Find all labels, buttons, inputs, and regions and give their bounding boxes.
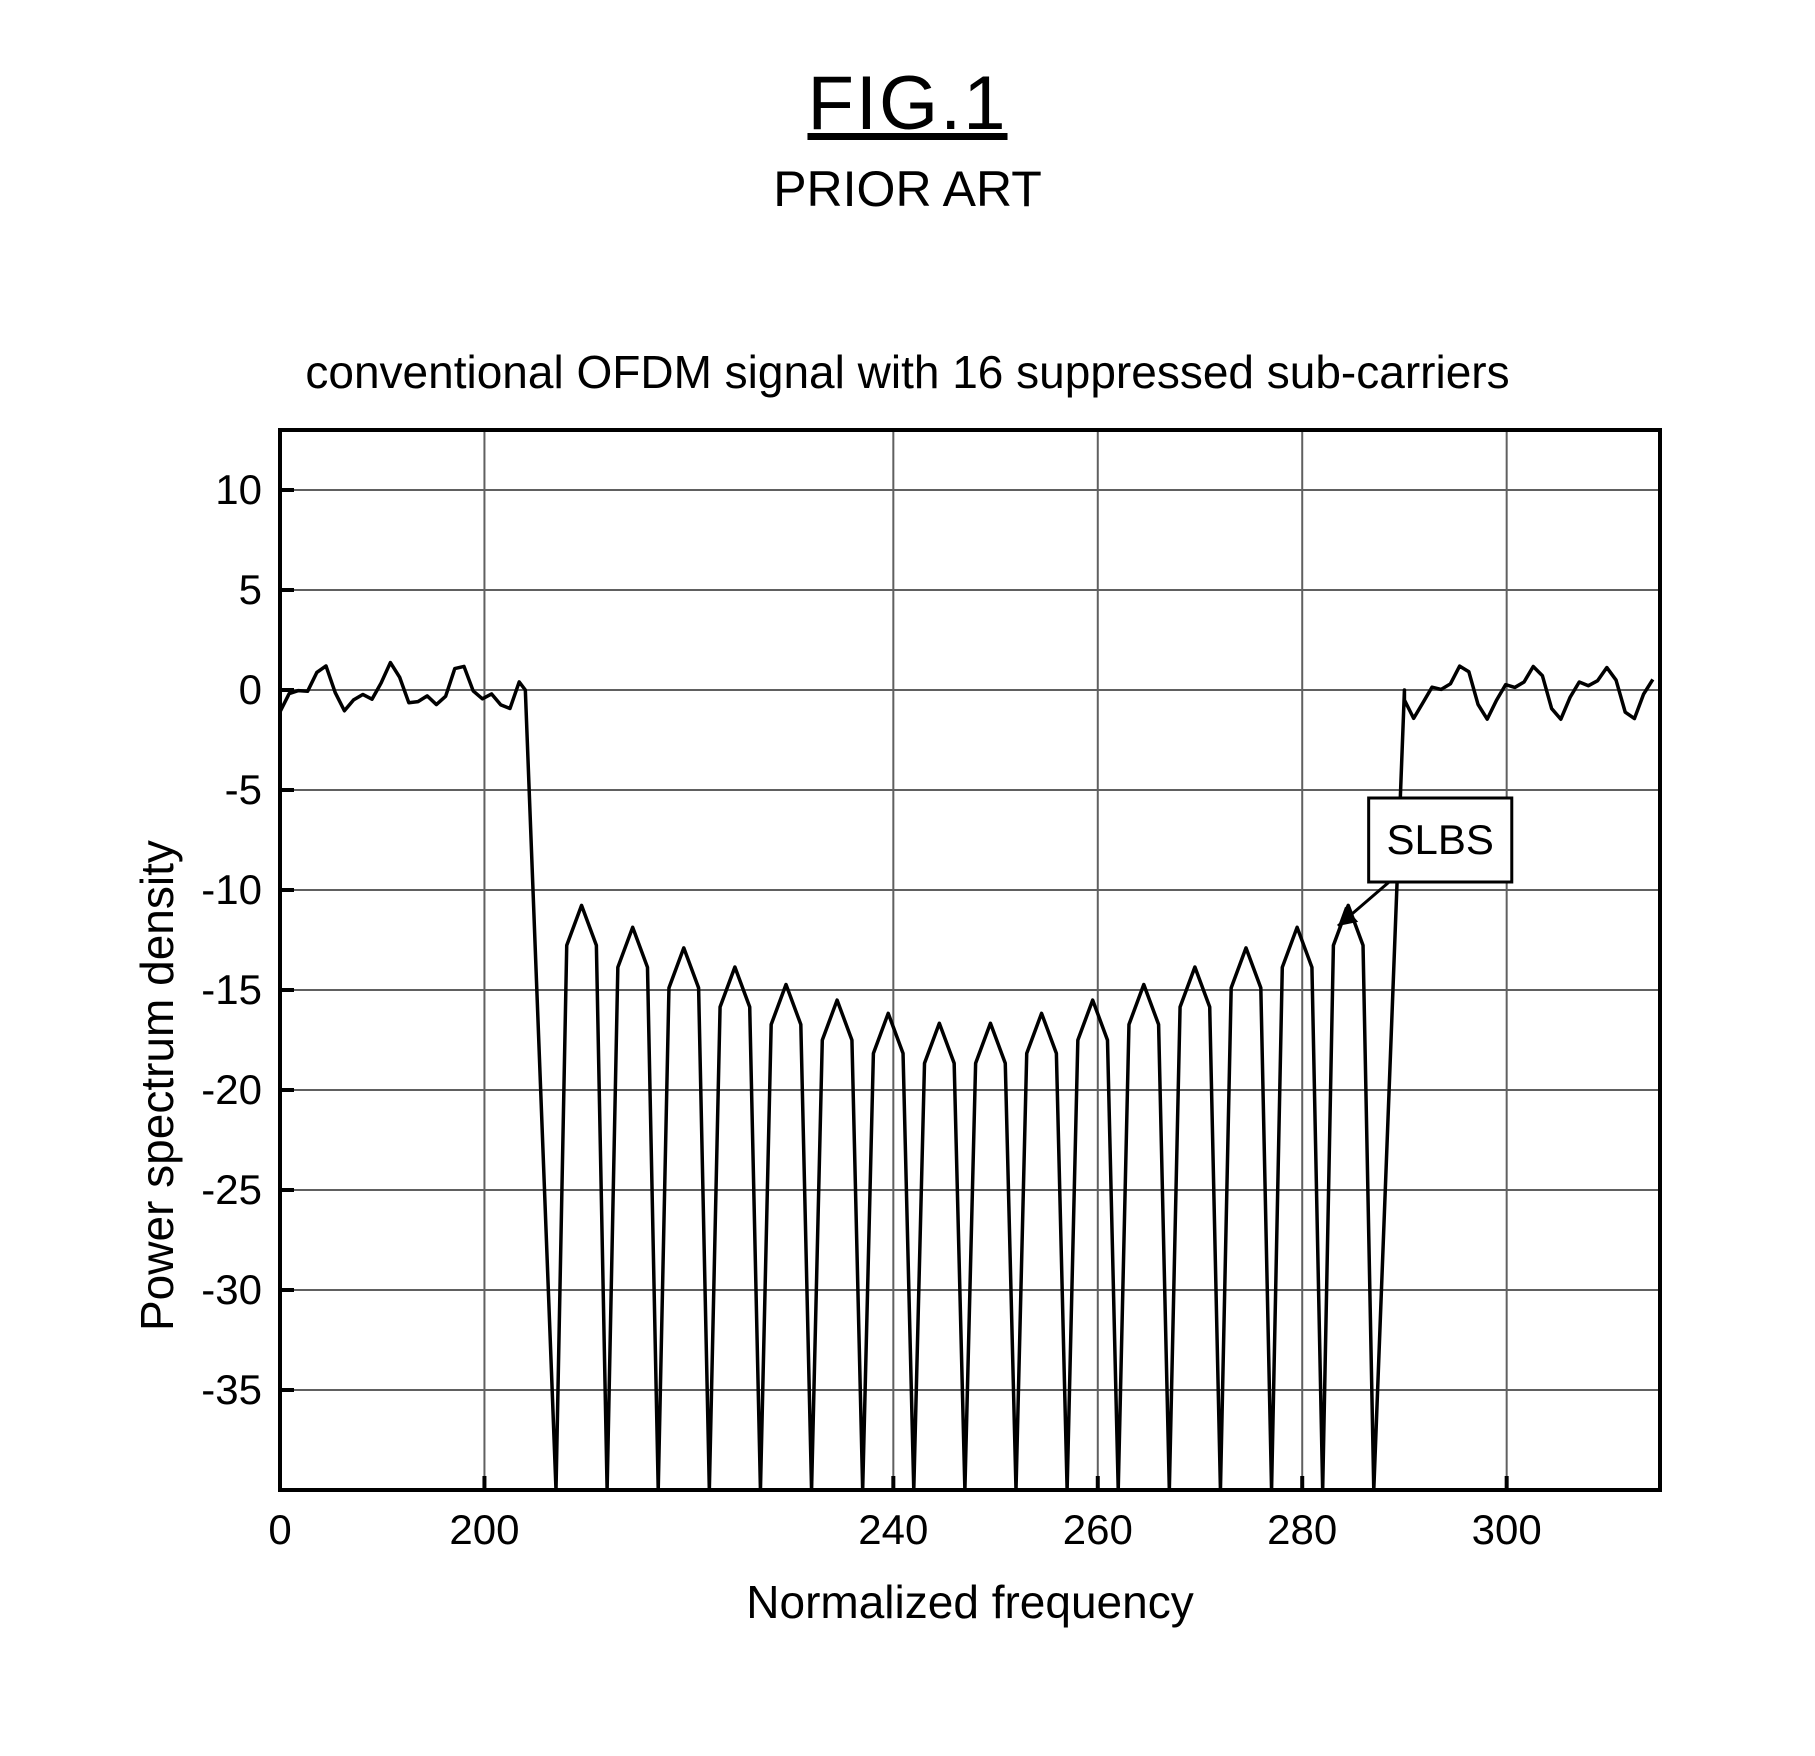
svg-text:10: 10 bbox=[215, 466, 262, 513]
annotation-slbs: SLBS bbox=[1387, 816, 1494, 863]
svg-text:-20: -20 bbox=[201, 1066, 262, 1113]
svg-text:280: 280 bbox=[1267, 1506, 1337, 1553]
svg-text:-25: -25 bbox=[201, 1166, 262, 1213]
svg-text:-15: -15 bbox=[201, 966, 262, 1013]
svg-text:0: 0 bbox=[268, 1506, 291, 1553]
chart-area: -35 -30 -25 -20 -15 -10 -5 0 5 10 0 200 240 260 280 300… bbox=[140, 420, 1680, 1610]
svg-text:-35: -35 bbox=[201, 1366, 262, 1413]
svg-text:-10: -10 bbox=[201, 866, 262, 913]
svg-text:-30: -30 bbox=[201, 1266, 262, 1313]
figure-subtitle: PRIOR ART bbox=[0, 160, 1815, 218]
chart-title: conventional OFDM signal with 16 suppres… bbox=[0, 345, 1815, 399]
svg-text:300: 300 bbox=[1472, 1506, 1542, 1553]
figure-title: FIG.1 bbox=[0, 60, 1815, 147]
svg-text:-5: -5 bbox=[225, 766, 262, 813]
svg-text:240: 240 bbox=[858, 1506, 928, 1553]
svg-text:5: 5 bbox=[239, 566, 262, 613]
svg-text:260: 260 bbox=[1063, 1506, 1133, 1553]
chart-svg: -35 -30 -25 -20 -15 -10 -5 0 5 10 0 200 240 260 280 300… bbox=[140, 420, 1680, 1610]
svg-text:0: 0 bbox=[239, 666, 262, 713]
svg-text:200: 200 bbox=[449, 1506, 519, 1553]
